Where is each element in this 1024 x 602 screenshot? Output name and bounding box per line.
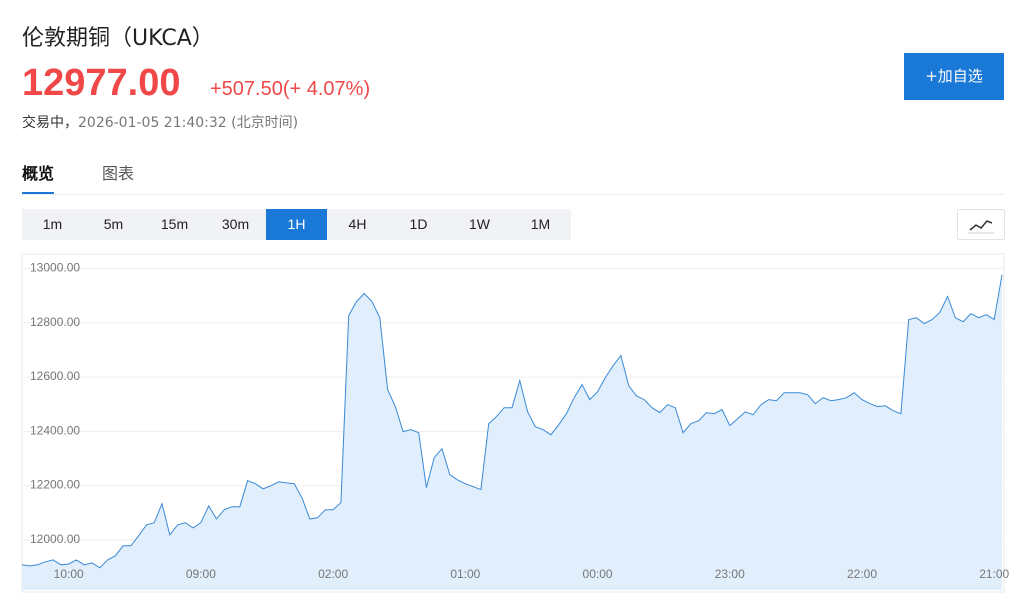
x-tick-label: 01:00 [450,567,480,581]
period-button[interactable]: 1M [530,216,551,232]
x-tick-label: 09:00 [186,567,216,581]
timestamp: 2026-01-05 21:40:32 (北京时间) [78,115,299,131]
period-button[interactable]: 1H [266,209,327,240]
period-bar: 1m 5m 15m 30m 1H 4H 1D 1W 1M [22,209,571,240]
y-tick-label: 12600.00 [30,369,80,383]
x-tick-label: 02:00 [318,567,348,581]
y-tick-label: 12400.00 [30,423,80,437]
price: 12977.00 [22,62,181,104]
period-button[interactable]: 30m [221,216,250,232]
tab[interactable]: 概览 [22,160,55,195]
y-tick-label: 12200.00 [30,478,80,492]
x-tick-label: 00:00 [583,567,613,581]
icon [968,220,994,234]
status: 交易中，2026-01-05 21:40:32 (北京时间) [22,112,298,132]
tab[interactable]: 图表 [102,164,135,183]
watch-button[interactable]: +加自选 [904,53,1004,100]
area [22,274,1002,590]
x-tick-label: 22:00 [847,567,877,581]
divider [22,194,1004,195]
change-pct: (+ 4.07%) [282,78,371,100]
x-tick-label: 21:00 [979,567,1009,581]
y-tick-label: 12000.00 [30,532,80,546]
period-button[interactable]: 5m [103,216,124,232]
period-button[interactable]: 1W [469,216,490,232]
trade-status: 交易中， [22,115,78,131]
change: +507.50(+ 4.07%) [210,78,370,101]
chart-type-button[interactable] [957,209,1005,240]
change-value: +507.50 [210,78,283,100]
line [21,274,1003,569]
x-tick-label: 23:00 [715,567,745,581]
y-tick-label: 12800.00 [30,315,80,329]
title: 伦敦期铜（UKCA） [22,26,214,51]
period-button[interactable]: 15m [160,216,189,232]
y-tick-label: 13000.00 [30,261,80,275]
period-button[interactable]: 1m [42,216,63,232]
chart-frame [21,253,1005,593]
x-tick-label: 10:00 [54,567,84,581]
period-button[interactable]: 1D [409,216,428,232]
period-button[interactable]: 4H [348,216,367,232]
